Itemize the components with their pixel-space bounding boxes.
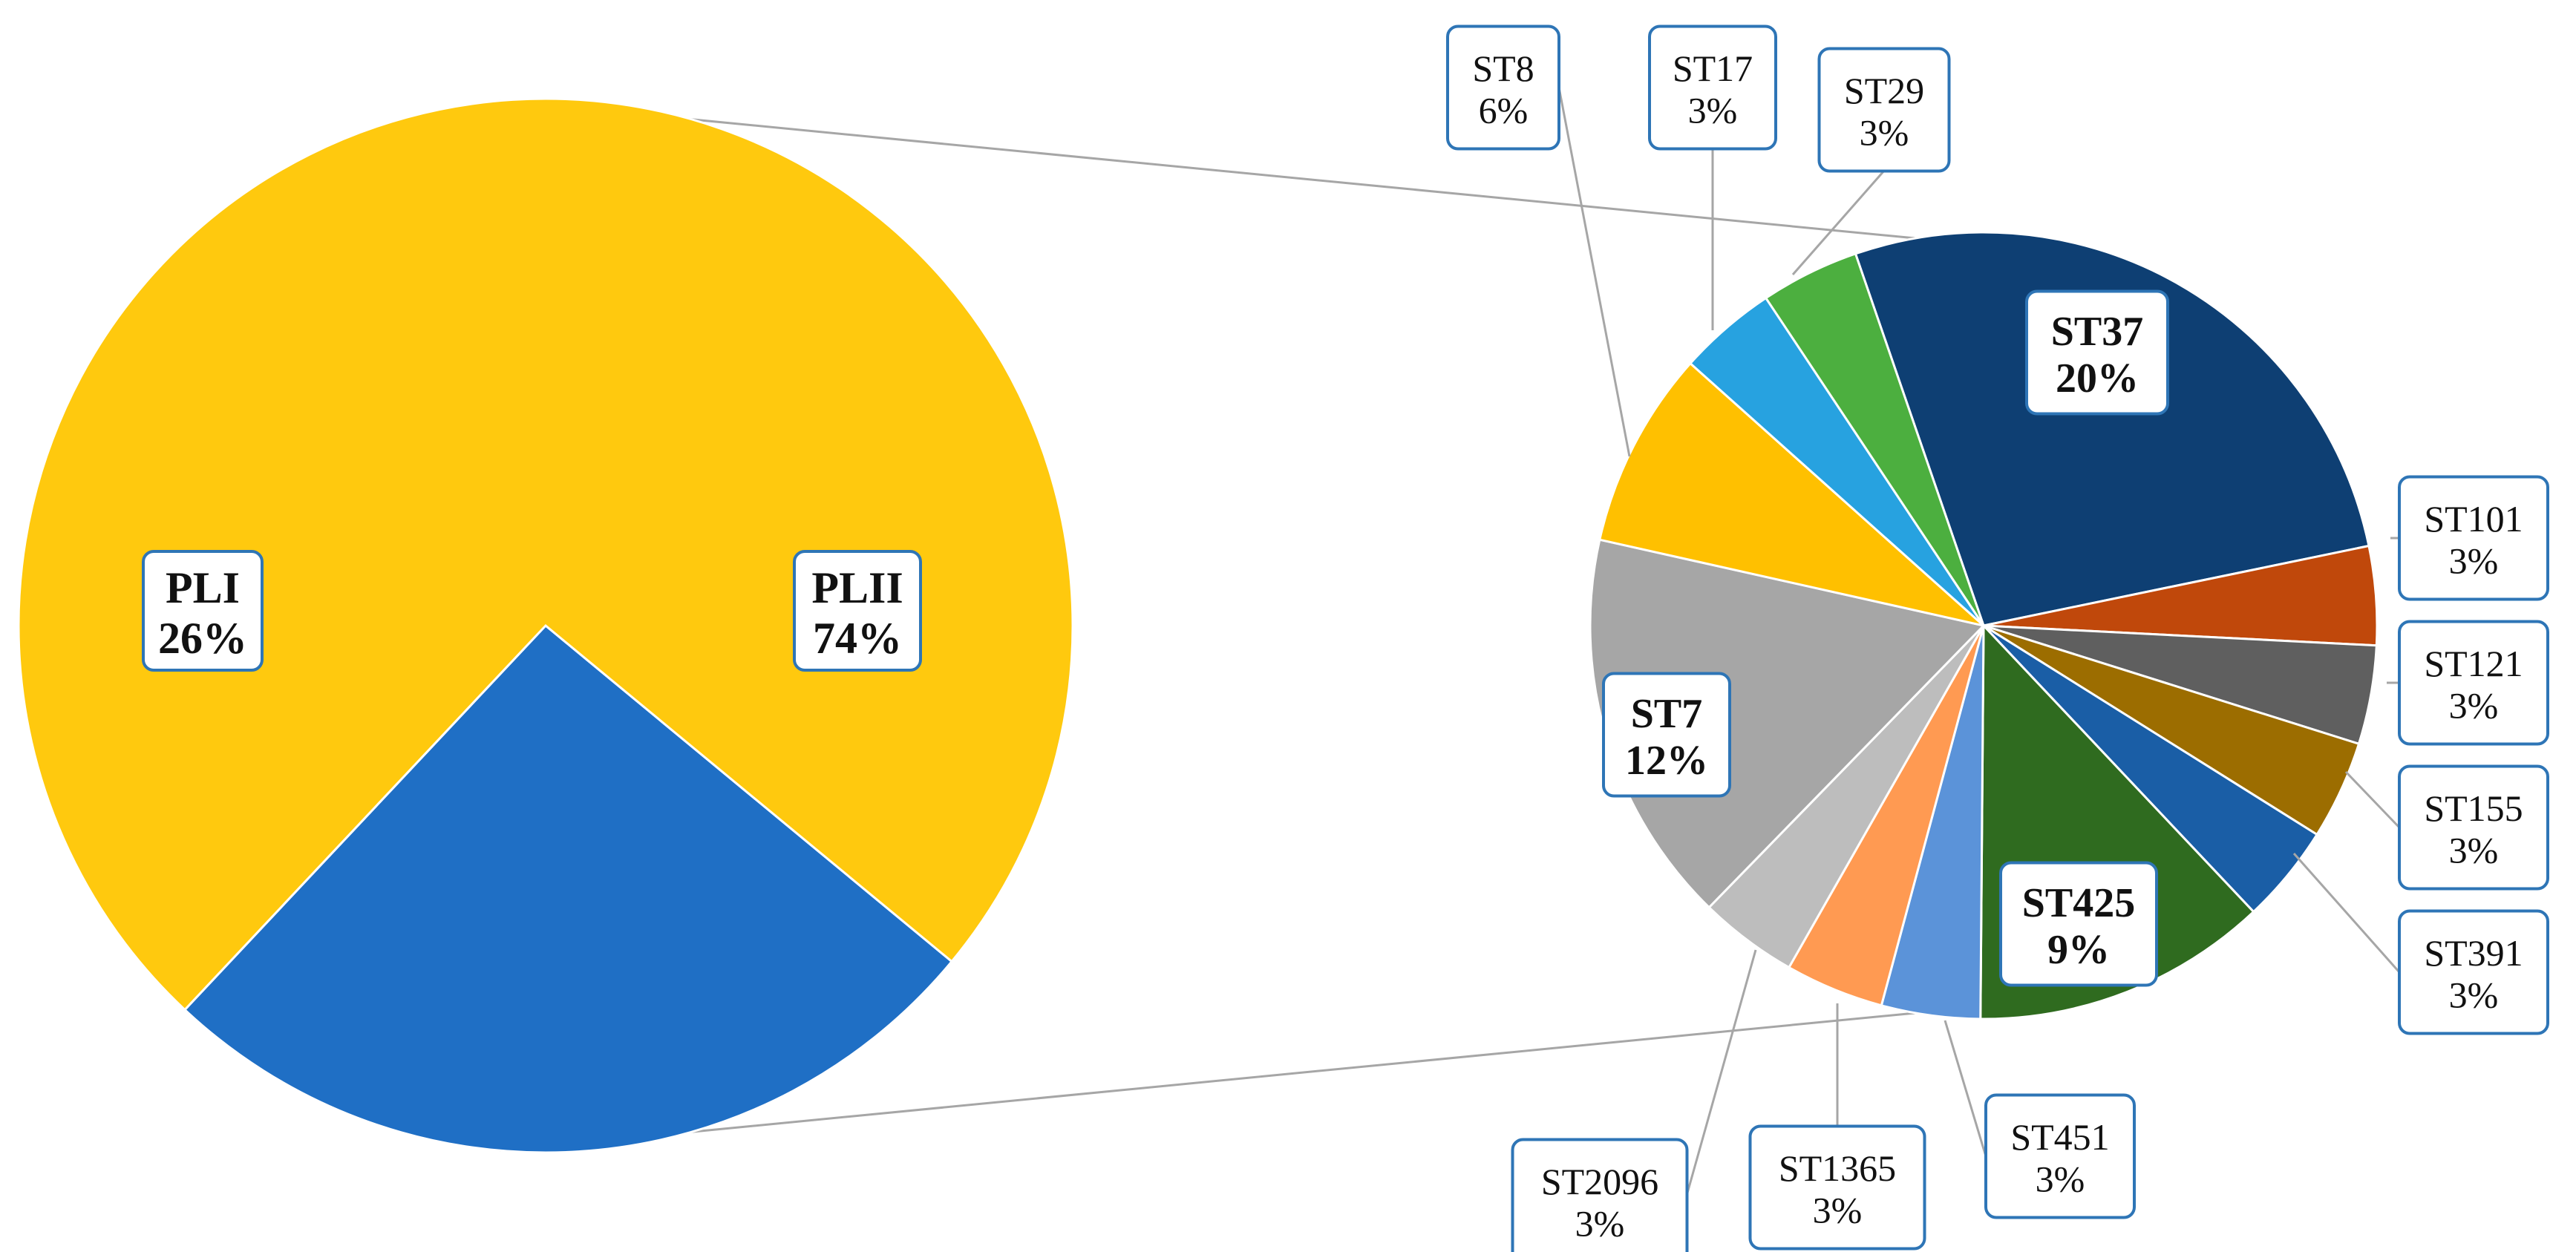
slice-percent-label: 74% [813, 614, 902, 663]
slice-pli [183, 623, 954, 1154]
label-box [1984, 1093, 2136, 1219]
leader-st155 [2344, 770, 2401, 829]
connector-line-bottom [499, 1012, 1916, 1152]
slice-percent-label: 3% [2449, 974, 2499, 1016]
leader-st8 [1557, 87, 1631, 457]
leader-st391 [2292, 853, 2401, 973]
label-box [2398, 620, 2549, 746]
leader-st2096 [1684, 949, 1757, 1202]
leader-st451 [1944, 1020, 1987, 1157]
slice-plii [17, 97, 1074, 1012]
label-box [1446, 24, 1560, 151]
label-box [1511, 1138, 1689, 1252]
slice-percent-label: 3% [2449, 540, 2499, 582]
connector-line-top [499, 99, 1916, 240]
label-box [2398, 909, 2549, 1035]
slice-percent-label: 3% [2036, 1158, 2085, 1200]
slice-percent-label: 26% [158, 614, 247, 663]
slice-st29 [1764, 252, 1985, 626]
label-box [1648, 24, 1777, 151]
label-box [2025, 289, 2169, 416]
slice-percent-label: 3% [1688, 90, 1738, 131]
label-box [1748, 1124, 1926, 1251]
leader-lines [1557, 87, 2401, 1202]
slice-percent-label: 3% [2449, 830, 2499, 871]
slice-percent-label: 12% [1625, 738, 1708, 784]
slice-name-label: ST2096 [1541, 1161, 1658, 1202]
pie-connector-lines [499, 99, 1916, 1152]
slice-name-label: ST121 [2424, 643, 2523, 684]
slice-name-label: PLII [811, 563, 903, 612]
slice-percent-label: 3% [1860, 112, 1909, 154]
sub-pie [1589, 231, 2379, 1020]
slice-name-label: ST1365 [1779, 1147, 1896, 1189]
label-box [793, 550, 922, 672]
slice-percent-label: 20% [2056, 355, 2139, 402]
slice-name-label: ST29 [1844, 70, 1924, 111]
label-box [2398, 764, 2549, 891]
label-box [2398, 475, 2549, 601]
slice-name-label: ST101 [2424, 498, 2523, 540]
slice-name-label: ST37 [2051, 309, 2144, 355]
slice-percent-label: 3% [2449, 685, 2499, 727]
slice-name-label: ST155 [2424, 787, 2523, 829]
slice-name-label: PLI [166, 563, 240, 612]
label-box [1817, 47, 1951, 173]
slice-name-label: ST7 [1631, 691, 1703, 737]
slice-percent-label: 6% [1479, 90, 1529, 131]
slice-name-label: ST391 [2424, 932, 2523, 974]
slice-st37 [1854, 231, 2370, 627]
label-box [1999, 861, 2158, 987]
slice-name-label: ST17 [1673, 47, 1753, 89]
main-pie [17, 97, 1074, 1154]
slice-name-label: ST8 [1472, 47, 1534, 89]
slice-percent-label: 3% [1575, 1203, 1625, 1245]
slice-st8 [1598, 361, 1988, 628]
slice-labels: PLI26%PLII74%ST3720%ST1013%ST1213%ST1553… [142, 24, 2549, 1252]
slice-percent-label: 9% [2047, 927, 2110, 973]
slice-name-label: ST425 [2022, 880, 2136, 926]
label-box [142, 550, 264, 672]
label-box [1602, 672, 1731, 798]
slice-percent-label: 3% [1813, 1190, 1863, 1231]
leader-st29 [1791, 170, 1886, 275]
slice-name-label: ST451 [2010, 1116, 2109, 1158]
